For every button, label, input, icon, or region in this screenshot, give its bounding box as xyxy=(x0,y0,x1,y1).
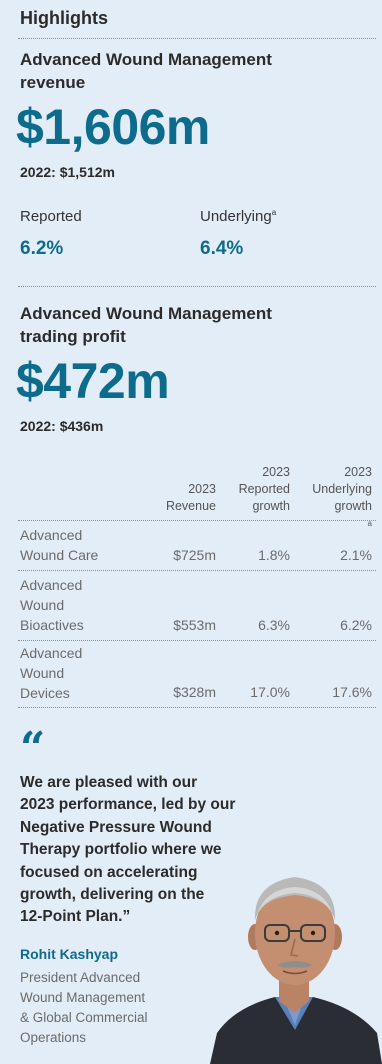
role-line: Wound Management xyxy=(20,990,146,1005)
highlights-title: Highlights xyxy=(20,8,108,28)
quote-line: growth, delivering on the xyxy=(20,886,205,904)
table-header-underlying-growth: 2023 Underlying growth a xyxy=(290,464,372,536)
row-name-line: Wound xyxy=(20,665,65,681)
table-cell-revenue: $553m xyxy=(173,617,216,633)
revenue-label-line: Advanced Wound Management xyxy=(20,50,272,69)
quote-line: 2023 performance, led by our xyxy=(20,796,236,814)
table-row-divider xyxy=(18,570,376,571)
role-line: & Global Commercial xyxy=(20,1010,148,1025)
quote-line: focused on accelerating xyxy=(20,863,198,881)
trading-profit-value: $472m xyxy=(16,353,170,409)
table-cell-revenue: $328m xyxy=(173,684,216,700)
author-portrait xyxy=(210,877,382,1064)
table-row-divider xyxy=(18,640,376,641)
table-cell-reported: 1.8% xyxy=(258,547,290,563)
divider xyxy=(18,286,376,287)
divider xyxy=(18,38,376,39)
trading-profit-label-line: Advanced Wound Management xyxy=(20,304,272,323)
table-header-divider xyxy=(18,520,376,521)
quote-author-name: Rohit Kashyap xyxy=(20,946,119,962)
table-cell-underlying: 6.2% xyxy=(340,617,372,633)
table-bottom-divider xyxy=(18,707,376,708)
underlying-label: Underlyinga xyxy=(200,208,276,225)
table-header-reported-growth: 2023 Reported growth xyxy=(216,464,290,515)
row-name-line: Advanced xyxy=(20,527,83,543)
trading-profit-prior-year: 2022: $436m xyxy=(20,418,104,434)
table-cell-underlying: 17.6% xyxy=(332,684,372,700)
quote-line: We are pleased with our xyxy=(20,774,198,791)
table-header-revenue: 2023 Revenue xyxy=(140,464,216,515)
row-name-line: Wound xyxy=(20,597,65,613)
revenue-label: Advanced Wound Management revenue xyxy=(20,48,340,94)
trading-profit-label: Advanced Wound Management trading profit xyxy=(20,302,340,348)
quote-author-role: President Advanced Wound Management & Gl… xyxy=(20,968,210,1048)
header-line: Revenue xyxy=(165,499,216,513)
quote-line: Negative Pressure Wound xyxy=(20,818,212,836)
row-name-line: Devices xyxy=(20,685,70,701)
row-name-line: Wound Care xyxy=(20,547,99,563)
quote-text: We are pleased with our 2023 performance… xyxy=(20,772,290,929)
quote-line: Therapy portfolio where we xyxy=(20,841,222,859)
header-line: 2023 xyxy=(188,482,216,496)
table-cell-revenue: $725m xyxy=(173,547,216,563)
header-line: Reported xyxy=(238,482,290,496)
table-row-name: Advanced Wound Care xyxy=(20,525,140,565)
row-name-line: Advanced xyxy=(20,645,83,661)
table-row-name: Advanced Wound Devices xyxy=(20,643,140,703)
header-line: growth a xyxy=(290,498,372,536)
header-line: growth xyxy=(252,499,290,513)
table-cell-underlying: 2.1% xyxy=(340,547,372,563)
revenue-value: $1,606m xyxy=(16,99,210,155)
revenue-prior-year: 2022: $1,512m xyxy=(20,164,115,180)
header-line-text: growth xyxy=(334,499,372,513)
underlying-label-text: Underlying xyxy=(200,208,272,225)
quote-mark-icon: “ xyxy=(20,723,46,774)
header-line: 2023 xyxy=(344,465,372,479)
reported-label: Reported xyxy=(20,208,82,225)
table-row-name: Advanced Wound Bioactives xyxy=(20,575,140,635)
quote-line: 12-Point Plan.” xyxy=(20,908,131,926)
role-line: Operations xyxy=(20,1030,87,1045)
header-line: Underlying xyxy=(312,482,372,496)
reported-growth-value: 6.2% xyxy=(20,238,64,259)
footnote-marker: a xyxy=(271,208,277,217)
role-line: President Advanced xyxy=(20,970,141,985)
footnote-marker: a xyxy=(367,519,372,528)
header-line xyxy=(140,464,216,481)
table-cell-reported: 6.3% xyxy=(258,617,290,633)
row-name-line: Bioactives xyxy=(20,617,84,633)
header-line: 2023 xyxy=(262,465,290,479)
table-cell-reported: 17.0% xyxy=(250,684,290,700)
underlying-growth-value: 6.4% xyxy=(200,238,244,259)
row-name-line: Advanced xyxy=(20,577,83,593)
trading-profit-label-line: trading profit xyxy=(20,327,126,346)
revenue-label-line: revenue xyxy=(20,73,86,92)
